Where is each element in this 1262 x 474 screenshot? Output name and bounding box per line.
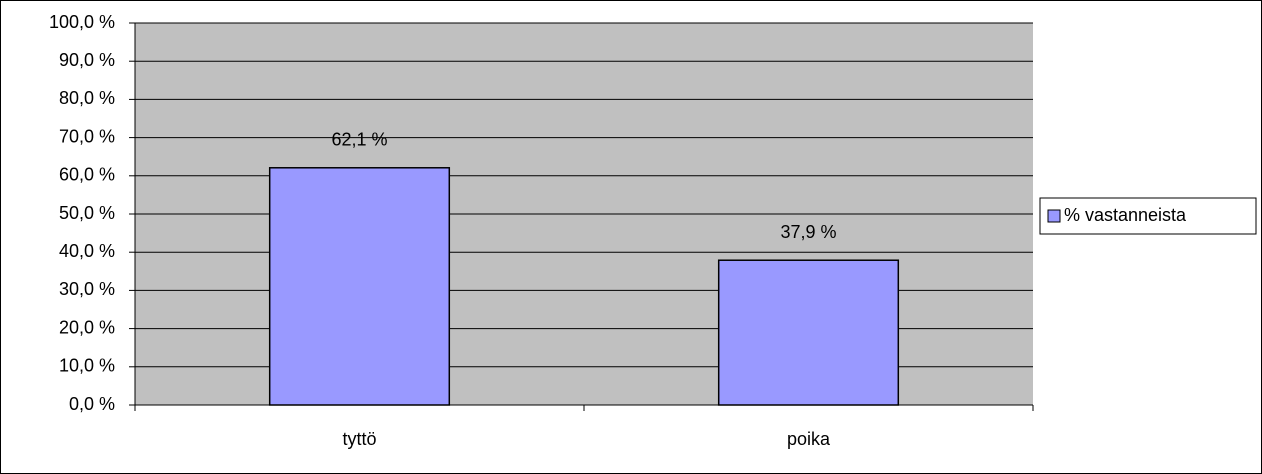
y-tick-label: 30,0 % (59, 279, 115, 299)
y-tick-label: 60,0 % (59, 165, 115, 185)
x-tick-label: tyttö (342, 429, 376, 449)
bar (717, 259, 900, 406)
bar (268, 167, 451, 406)
legend-swatch (1047, 209, 1061, 223)
legend-box (1039, 197, 1257, 235)
y-tick-label: 0,0 % (69, 394, 115, 414)
y-tick-label: 90,0 % (59, 50, 115, 70)
x-tick-label: poika (787, 429, 831, 449)
y-tick-label: 80,0 % (59, 88, 115, 108)
y-tick-label: 100,0 % (49, 12, 115, 32)
y-tick-label: 50,0 % (59, 203, 115, 223)
legend-label: % vastanneista (1064, 205, 1187, 225)
data-label: 62,1 % (331, 130, 387, 150)
y-tick-label: 20,0 % (59, 317, 115, 337)
y-tick-label: 40,0 % (59, 241, 115, 261)
y-tick-label: 70,0 % (59, 126, 115, 146)
y-tick-label: 10,0 % (59, 356, 115, 376)
data-label: 37,9 % (780, 222, 836, 242)
